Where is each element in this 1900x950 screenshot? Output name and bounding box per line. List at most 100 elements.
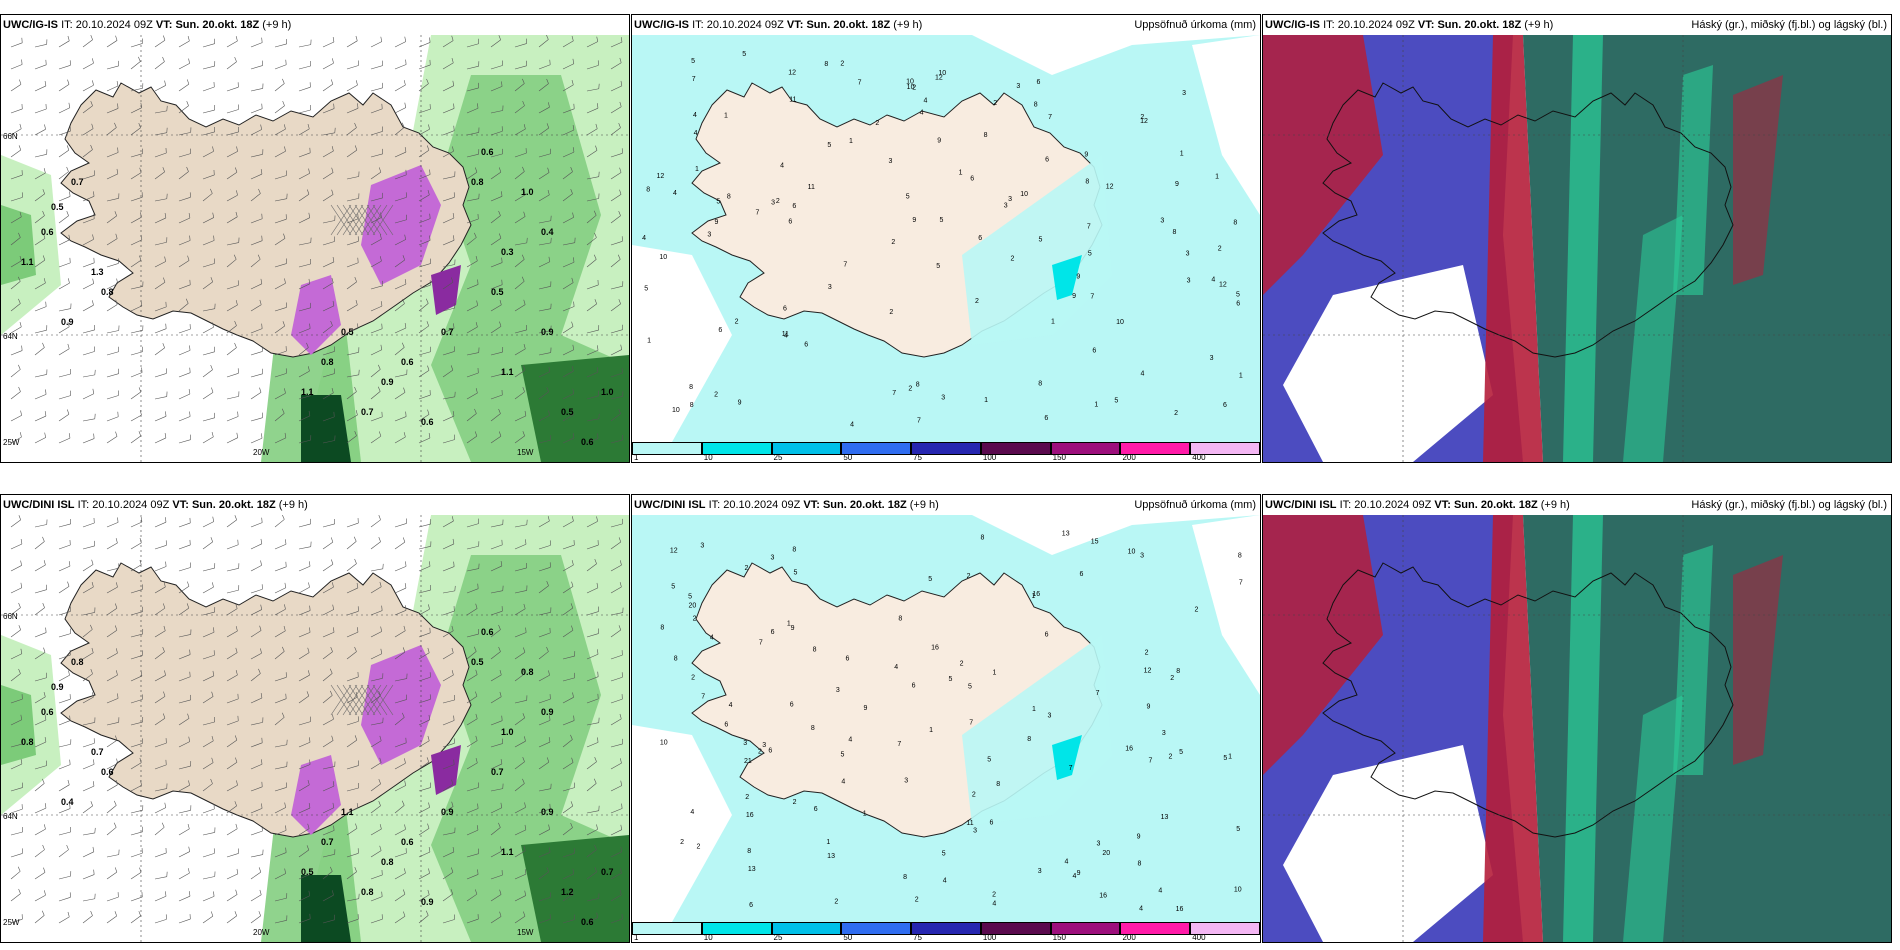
wind-barb (418, 894, 430, 902)
wind-barb (202, 327, 214, 334)
wind-barb (322, 740, 334, 748)
wind-barb (514, 105, 525, 114)
wind-barb (274, 64, 287, 70)
wind-barb-flag (69, 759, 71, 765)
wind-barb (82, 612, 95, 616)
wind-barb (490, 565, 503, 572)
wind-barb-flag (619, 868, 622, 874)
wind-barb-flag (523, 845, 526, 851)
wind-barb-flag (285, 825, 287, 831)
wind-barb-flag (354, 558, 357, 564)
wind-barb (226, 674, 238, 682)
wind-barb (490, 629, 501, 638)
wind-barb-flag (17, 276, 21, 282)
wind-barb-flag (163, 691, 166, 697)
wind-barb (466, 740, 478, 748)
wind-barb-flag (548, 737, 551, 743)
colorbar-label: 150 (1052, 933, 1067, 942)
wind-barb-flag (475, 167, 478, 173)
wind-barb (58, 40, 70, 48)
wind-barb (58, 698, 71, 704)
wind-barb (562, 805, 573, 814)
wind-barb-flag (405, 59, 407, 65)
wind-barb (562, 108, 575, 114)
precip-area-south-dark (301, 875, 351, 942)
precip-value: 6 (1045, 631, 1049, 638)
wind-barb-flag (426, 321, 429, 327)
high-cloud-band (1733, 75, 1783, 285)
wind-barb (346, 281, 357, 290)
wind-barb (82, 329, 95, 334)
precip-value: 12 (788, 69, 796, 76)
wind-barb (466, 326, 478, 334)
wind-barb (58, 239, 70, 246)
wind-barb-flag (234, 320, 237, 326)
wind-barb (274, 519, 285, 528)
wind-barb (226, 347, 237, 356)
wind-barb (130, 611, 143, 616)
wind-barb-flag (402, 537, 406, 543)
wind-barb (298, 895, 310, 902)
wind-barb (298, 283, 310, 290)
wind-barb (274, 717, 285, 726)
wind-barb (82, 128, 94, 136)
precip-value: 1 (984, 397, 988, 404)
wind-barb (106, 215, 117, 224)
hatch-line (354, 684, 376, 716)
wind-barb (346, 108, 359, 114)
wind-barb (274, 566, 287, 572)
probability-label: 0.6 (401, 357, 414, 367)
precip-value: 7 (917, 417, 921, 424)
probability-label: 0.5 (51, 202, 64, 212)
wind-barb (226, 915, 237, 924)
wind-barb (10, 174, 23, 180)
wind-barb (298, 610, 311, 616)
probability-label: 0.7 (91, 747, 104, 757)
wind-barb (490, 827, 501, 836)
wind-barb-flag (498, 35, 501, 40)
wind-barb-flag (309, 323, 311, 329)
wind-barb-flag (620, 37, 623, 43)
wind-barb (130, 762, 142, 770)
vt-value: Sun. 20.okt. 18Z (1437, 19, 1522, 31)
wind-barb (322, 172, 334, 180)
wind-barb-flag (332, 604, 334, 610)
wind-barb-flag (572, 388, 575, 394)
wind-barb (370, 805, 381, 814)
wind-barb (610, 918, 623, 924)
precip-value: 6 (814, 806, 818, 813)
wind-barb (538, 415, 550, 422)
precip-value: 11 (789, 96, 796, 103)
wind-barb (322, 241, 335, 246)
wind-barb-flag (428, 604, 430, 610)
wind-barb-flag (92, 300, 94, 306)
vt-label: VT: (1434, 499, 1451, 511)
wind-barb (442, 130, 455, 136)
wind-barb-flag (620, 780, 623, 786)
wind-barb-flag (115, 431, 118, 437)
wind-barb-flag (404, 147, 407, 153)
wind-barb (490, 435, 502, 444)
wind-barb-flag (187, 713, 190, 719)
wind-barb-flag (498, 822, 501, 828)
precip-value: 4 (850, 421, 854, 428)
wind-barb (58, 348, 70, 356)
wind-barb (202, 896, 215, 902)
wind-barb (418, 194, 430, 202)
wind-barb (394, 303, 405, 312)
wind-barb-flag (402, 255, 405, 261)
wind-barb (58, 633, 71, 638)
colorbar-cell (911, 442, 981, 455)
wind-barb-flag (477, 103, 479, 109)
wind-barb (106, 740, 118, 748)
wind-barb-flag (524, 410, 527, 416)
wind-barb (586, 150, 598, 158)
wind-barb (274, 676, 287, 682)
wind-barb-flag (18, 602, 21, 608)
wind-barb (442, 851, 454, 858)
wind-barb-flag (525, 539, 527, 545)
wind-barb-flag (114, 867, 118, 873)
precip-value: 4 (920, 109, 924, 116)
wind-barb (34, 415, 47, 422)
wind-barb (154, 85, 166, 92)
